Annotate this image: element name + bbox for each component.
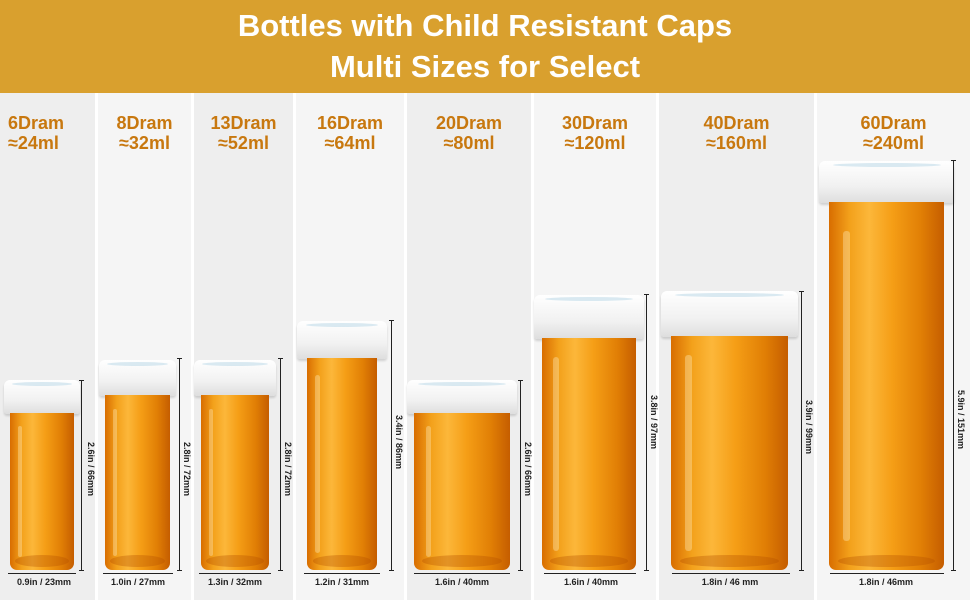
width-dimension-line bbox=[103, 573, 173, 574]
size-name: 40Dram bbox=[703, 113, 770, 133]
child-resistant-cap bbox=[661, 291, 798, 337]
height-dimension-line bbox=[646, 294, 647, 570]
width-dimension-label: 0.9in / 23mm bbox=[16, 577, 72, 587]
height-dimension-label: 2.6in / 66mm bbox=[86, 442, 96, 497]
amber-vial bbox=[671, 336, 788, 570]
width-dimension-line bbox=[199, 573, 271, 574]
page-title: Bottles with Child Resistant Caps bbox=[237, 8, 733, 43]
width-dimension-line bbox=[544, 573, 636, 574]
amber-vial bbox=[105, 395, 170, 570]
size-label: 6Dram ≈24ml bbox=[8, 113, 95, 153]
amber-vial bbox=[201, 395, 269, 570]
size-name: 16Dram bbox=[316, 113, 384, 133]
width-dimension-label: 1.6in / 40mm bbox=[563, 577, 619, 587]
size-volume: ≈120ml bbox=[564, 133, 626, 153]
bottle-20dram bbox=[407, 380, 517, 570]
bottle-16dram bbox=[297, 321, 387, 570]
size-name: 30Dram bbox=[561, 113, 629, 133]
width-dimension-line bbox=[672, 573, 790, 574]
column-divider bbox=[95, 93, 98, 600]
bottle-40dram bbox=[661, 291, 798, 570]
bottle-6dram bbox=[4, 380, 80, 570]
width-dimension-line bbox=[8, 573, 76, 574]
width-dimension-line bbox=[414, 573, 510, 574]
child-resistant-cap bbox=[819, 161, 954, 203]
column-divider bbox=[191, 93, 194, 600]
width-dimension-label: 1.2in / 31mm bbox=[314, 577, 370, 587]
size-name: 13Dram bbox=[210, 113, 277, 133]
dimension-tick bbox=[79, 570, 84, 571]
amber-vial bbox=[414, 413, 510, 570]
width-dimension-line bbox=[830, 573, 944, 574]
height-dimension-line bbox=[801, 291, 802, 570]
size-label: 30Dram ≈120ml bbox=[534, 113, 656, 153]
bottle-30dram bbox=[534, 295, 644, 570]
size-name: 60Dram bbox=[860, 113, 927, 133]
child-resistant-cap bbox=[4, 380, 80, 414]
child-resistant-cap bbox=[194, 360, 276, 396]
height-dimension-line bbox=[953, 160, 954, 570]
bottle-13dram bbox=[194, 360, 276, 570]
height-dimension-label: 2.8in / 72mm bbox=[182, 442, 192, 497]
size-volume: ≈80ml bbox=[443, 133, 495, 153]
height-dimension-label: 3.9in / 99mm bbox=[804, 400, 814, 455]
size-label: 40Dram ≈160ml bbox=[659, 113, 814, 153]
child-resistant-cap bbox=[99, 360, 176, 396]
dimension-tick bbox=[278, 570, 283, 571]
width-dimension-label: 1.0in / 27mm bbox=[110, 577, 166, 587]
size-name: 20Dram bbox=[435, 113, 503, 133]
height-dimension-line bbox=[391, 320, 392, 570]
column-divider bbox=[814, 93, 817, 600]
child-resistant-cap bbox=[297, 321, 387, 359]
size-volume: ≈160ml bbox=[706, 133, 767, 153]
dimension-tick bbox=[177, 570, 182, 571]
amber-vial bbox=[829, 202, 944, 570]
size-label: 16Dram ≈64ml bbox=[296, 113, 404, 153]
child-resistant-cap bbox=[534, 295, 644, 339]
height-dimension-label: 3.8in / 97mm bbox=[649, 395, 659, 450]
width-dimension-label: 1.6in / 40mm bbox=[434, 577, 490, 587]
size-volume: ≈64ml bbox=[324, 133, 376, 153]
height-dimension-label: 2.8in / 72mm bbox=[283, 442, 293, 497]
amber-vial bbox=[307, 358, 377, 570]
bottle-60dram bbox=[819, 161, 954, 570]
height-dimension-label: 3.4in / 86mm bbox=[394, 415, 404, 470]
child-resistant-cap bbox=[407, 380, 517, 414]
size-name: 8Dram bbox=[116, 113, 173, 133]
bottle-8dram bbox=[99, 360, 176, 570]
height-dimension-line bbox=[520, 380, 521, 570]
size-label: 20Dram ≈80ml bbox=[407, 113, 531, 153]
amber-vial bbox=[542, 338, 636, 570]
dimension-tick bbox=[644, 570, 649, 571]
height-dimension-line bbox=[81, 380, 82, 570]
size-volume: ≈52ml bbox=[218, 133, 269, 153]
size-volume: ≈240ml bbox=[863, 133, 924, 153]
header-banner: Bottles with Child Resistant Caps Multi … bbox=[0, 0, 970, 93]
amber-vial bbox=[10, 413, 74, 570]
column-divider bbox=[404, 93, 407, 600]
size-volume: ≈32ml bbox=[119, 133, 170, 153]
size-label: 8Dram ≈32ml bbox=[98, 113, 191, 153]
height-dimension-label: 2.6in / 66mm bbox=[523, 442, 533, 497]
height-dimension-line bbox=[179, 358, 180, 570]
dimension-tick bbox=[518, 570, 523, 571]
width-dimension-label: 1.8in / 46mm bbox=[858, 577, 914, 587]
page-subtitle: Multi Sizes for Select bbox=[329, 49, 641, 84]
height-dimension-label: 5.9in / 151mm bbox=[956, 390, 966, 450]
column-divider bbox=[656, 93, 659, 600]
size-volume: ≈24ml bbox=[8, 133, 59, 153]
size-label: 60Dram ≈240ml bbox=[817, 113, 970, 153]
dimension-tick bbox=[951, 570, 956, 571]
width-dimension-line bbox=[304, 573, 380, 574]
height-dimension-line bbox=[280, 358, 281, 570]
dimension-tick bbox=[389, 570, 394, 571]
width-dimension-label: 1.8in / 46 mm bbox=[701, 577, 759, 587]
size-name: 6Dram bbox=[8, 113, 65, 133]
column-divider bbox=[293, 93, 296, 600]
width-dimension-label: 1.3in / 32mm bbox=[207, 577, 263, 587]
size-label: 13Dram ≈52ml bbox=[194, 113, 293, 153]
dimension-tick bbox=[799, 570, 804, 571]
column-divider bbox=[531, 93, 534, 600]
